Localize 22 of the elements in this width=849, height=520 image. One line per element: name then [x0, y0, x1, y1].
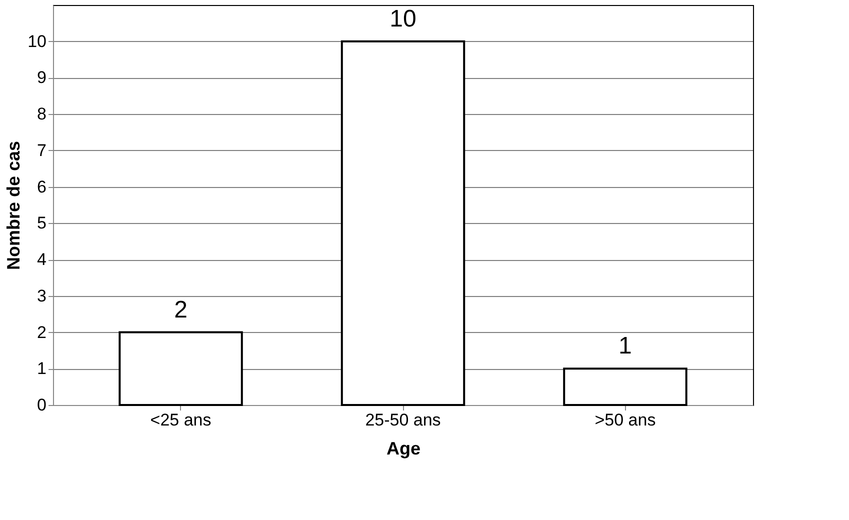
y-tick-label: 0	[37, 396, 46, 414]
y-axis-title: Nombre de cas	[4, 140, 24, 270]
data-label: 1	[618, 332, 632, 360]
y-tick-label: 4	[37, 250, 46, 270]
y-tick-label: 3	[37, 286, 46, 306]
data-label: 10	[390, 5, 416, 32]
x-tick-label: >50 ans	[594, 410, 656, 430]
bar	[563, 368, 688, 406]
y-tick-label: 1	[37, 359, 46, 378]
x-axis-title: Age	[386, 438, 421, 458]
x-tick-label: 25-50 ans	[365, 410, 441, 430]
y-tick-label: 2	[37, 322, 46, 342]
bar	[118, 331, 243, 406]
data-label: 2	[174, 296, 188, 324]
y-tick-label: 10	[28, 32, 46, 51]
y-tick-label: 5	[37, 214, 46, 233]
y-tick-label: 9	[37, 68, 46, 88]
y-tick-label: 7	[37, 140, 46, 160]
y-tick-label: 8	[37, 104, 46, 124]
x-tick-label: <25 ans	[150, 410, 212, 430]
bar	[340, 40, 466, 406]
y-tick-label: 6	[37, 177, 46, 196]
